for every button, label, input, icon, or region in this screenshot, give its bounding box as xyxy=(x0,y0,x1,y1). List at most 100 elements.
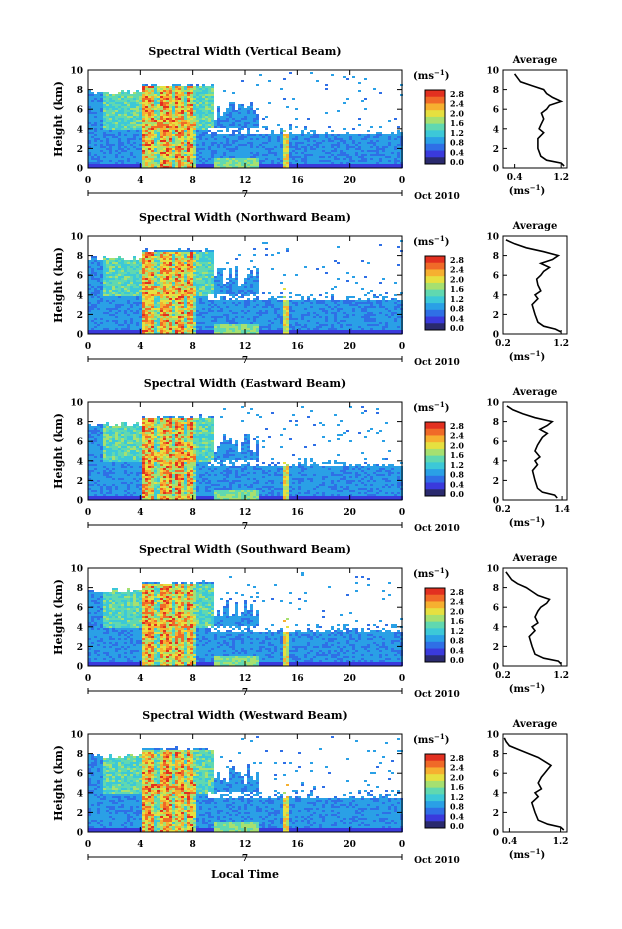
average-y-tick-label: 0 xyxy=(493,497,499,507)
x-tick-label: 20 xyxy=(343,176,356,186)
colorbar-band xyxy=(425,113,445,118)
average-frame xyxy=(502,567,568,667)
average-y-tick-label: 0 xyxy=(493,331,499,341)
colorbar-band xyxy=(425,817,445,822)
y-tick-label: 2 xyxy=(77,809,83,819)
colorbar-band xyxy=(425,93,445,98)
colorbar-band xyxy=(425,625,445,629)
average-y-tick-label: 2 xyxy=(493,311,499,321)
average-x-tick-label: 1.2 xyxy=(553,173,569,183)
colorbar-band xyxy=(425,100,445,104)
average-y-tick-label: 2 xyxy=(493,145,499,155)
average-frame xyxy=(502,235,568,335)
y-tick-label: 8 xyxy=(77,418,83,428)
colorbar-tick-label: 0.4 xyxy=(450,313,464,323)
average-y-tick-label: 4 xyxy=(493,291,499,301)
date-label: Oct 2010 xyxy=(414,690,460,700)
colorbar-tick-label: 2.8 xyxy=(450,753,464,763)
colorbar-frame xyxy=(424,587,446,663)
x-tick-label: 12 xyxy=(239,840,252,850)
x-tick-label: 0 xyxy=(85,508,91,518)
colorbar-band xyxy=(425,326,445,331)
colorbar-band xyxy=(425,591,445,596)
colorbar-band xyxy=(425,316,445,321)
colorbar-band xyxy=(425,482,445,487)
colorbar-tick-label: 0.8 xyxy=(450,470,464,480)
y-tick-label: 0 xyxy=(77,497,83,507)
colorbar-band xyxy=(425,648,445,653)
y-tick-label: 6 xyxy=(77,770,83,780)
colorbar-band xyxy=(425,143,445,148)
x-tick-label: 20 xyxy=(343,508,356,518)
x-tick-label: 16 xyxy=(291,342,304,352)
colorbar-band xyxy=(425,475,445,480)
y-tick-label: 10 xyxy=(70,67,83,77)
average-y-tick-label: 0 xyxy=(493,663,499,673)
colorbar-band xyxy=(425,601,445,606)
colorbar-band xyxy=(425,824,445,829)
x-tick-label: 12 xyxy=(239,674,252,684)
x-tick-label: 0 xyxy=(85,674,91,684)
colorbar-tick-label: 1.6 xyxy=(450,616,464,626)
colorbar-band xyxy=(425,814,445,819)
y-tick-label: 10 xyxy=(70,731,83,741)
colorbar-band xyxy=(425,801,445,805)
colorbar-tick-label: 2.4 xyxy=(450,265,464,275)
colorbar-band xyxy=(425,445,445,450)
average-y-tick-label: 2 xyxy=(493,477,499,487)
average-y-tick-label: 4 xyxy=(493,457,499,467)
average-y-tick-label: 6 xyxy=(493,770,499,780)
x-tick-label: 0 xyxy=(85,342,91,352)
colorbar-band xyxy=(425,319,445,324)
colorbar-frame xyxy=(424,89,446,165)
colorbar-tick-label: 1.6 xyxy=(450,118,464,128)
colorbar-tick-label: 0.4 xyxy=(450,147,464,157)
date-label: Oct 2010 xyxy=(414,358,460,368)
colorbar-band xyxy=(425,279,445,284)
average-y-tick-label: 0 xyxy=(493,165,499,175)
colorbar-band xyxy=(425,614,445,619)
colorbar-tick-label: 0.0 xyxy=(450,323,464,333)
average-y-tick-label: 6 xyxy=(493,604,499,614)
average-title: Average xyxy=(512,387,558,398)
colorbar-band xyxy=(425,323,445,328)
average-y-tick-label: 8 xyxy=(493,252,499,262)
average-unit: (ms−1) xyxy=(509,681,545,695)
colorbar-band xyxy=(425,489,445,494)
y-tick-label: 6 xyxy=(77,438,83,448)
panel-title: Spectral Width (Westward Beam) xyxy=(142,709,347,722)
average-x-tick-label: 0.2 xyxy=(495,339,511,349)
colorbar-tick-label: 2.0 xyxy=(450,606,464,616)
average-line xyxy=(503,737,565,831)
average-y-tick-label: 6 xyxy=(493,438,499,448)
x-tick-label: 8 xyxy=(190,342,196,352)
colorbar-band xyxy=(425,618,445,623)
colorbar-tick-label: 0.4 xyxy=(450,479,464,489)
colorbar-band xyxy=(425,452,445,457)
colorbar-band xyxy=(425,133,445,138)
colorbar-band xyxy=(425,645,445,650)
colorbar-band xyxy=(425,804,445,809)
panel-3: Spectral Width (Eastward Beam) 0 2 4 6 8 10 Hei… xyxy=(52,377,570,534)
colorbar-band xyxy=(425,422,445,426)
x-tick-label: 0 xyxy=(85,176,91,186)
colorbar-tick-label: 2.0 xyxy=(450,274,464,284)
average-x-tick-label: 0.4 xyxy=(502,837,518,847)
colorbar-band xyxy=(425,807,445,812)
colorbar-band xyxy=(425,621,445,626)
colorbar-band xyxy=(425,462,445,467)
y-tick-label: 2 xyxy=(77,477,83,487)
panel-title: Spectral Width (Northward Beam) xyxy=(139,211,351,224)
average-y-tick-label: 10 xyxy=(486,399,499,409)
panel-5: Spectral Width (Westward Beam) 0 2 4 6 8 10 Hei… xyxy=(52,709,568,866)
y-tick-label: 0 xyxy=(77,331,83,341)
colorbar-unit: (ms−1) xyxy=(413,732,449,746)
date-label: Oct 2010 xyxy=(414,856,460,866)
x-tick-label: 4 xyxy=(137,674,143,684)
panel-title: Spectral Width (Vertical Beam) xyxy=(148,45,341,58)
y-axis-label: Height (km) xyxy=(52,247,65,323)
day-marker: 7 xyxy=(242,688,248,698)
colorbar-band xyxy=(425,598,445,602)
colorbar-band xyxy=(425,110,445,115)
colorbar-band xyxy=(425,479,445,484)
